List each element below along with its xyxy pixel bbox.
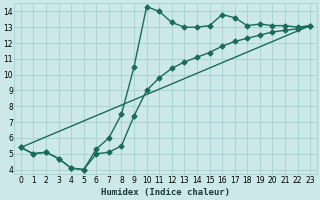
X-axis label: Humidex (Indice chaleur): Humidex (Indice chaleur) — [101, 188, 230, 197]
